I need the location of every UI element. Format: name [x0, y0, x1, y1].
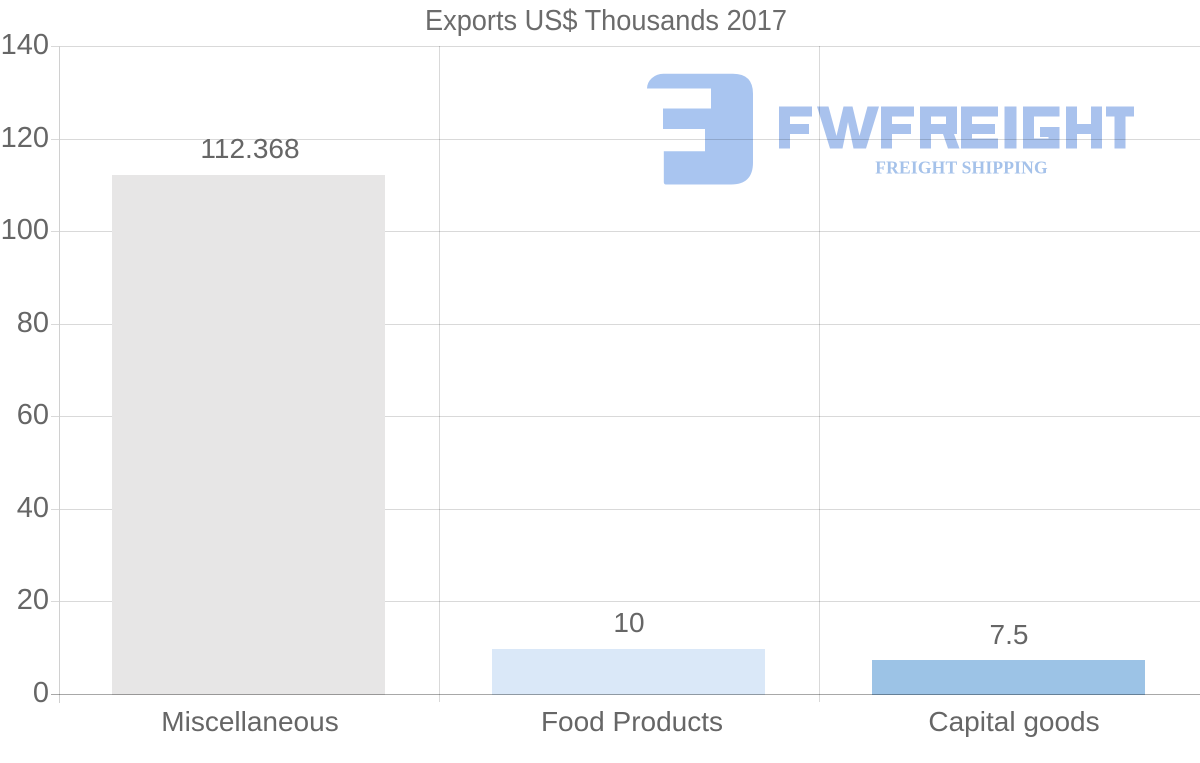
svg-text:FREIGHT SHIPPING: FREIGHT SHIPPING: [875, 158, 1048, 178]
